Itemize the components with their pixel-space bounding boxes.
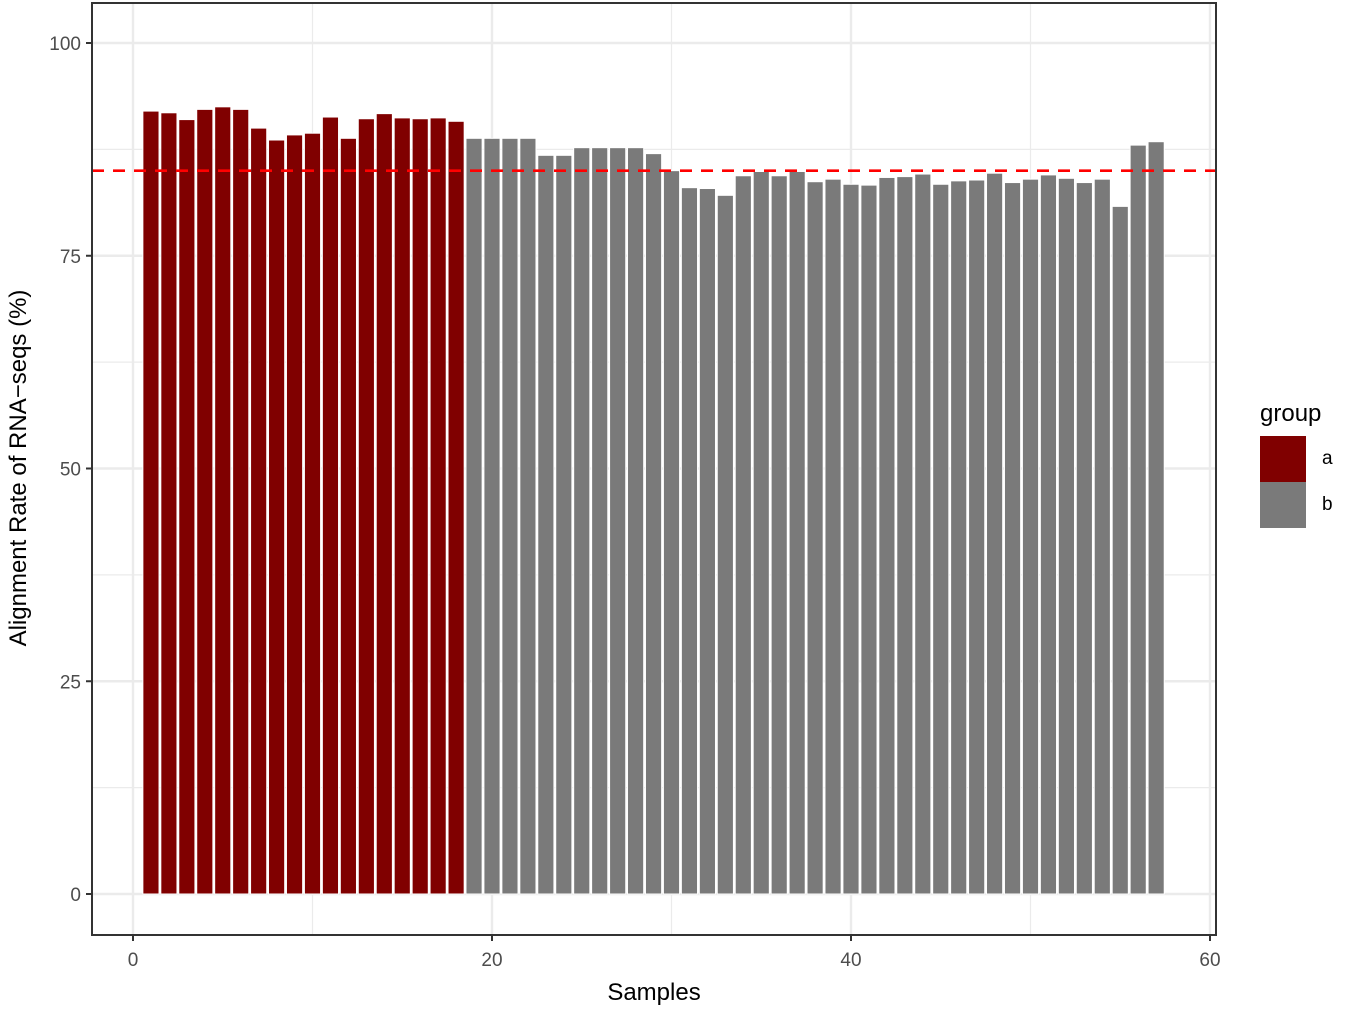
bar xyxy=(519,137,537,895)
bar xyxy=(250,127,268,895)
bar xyxy=(321,116,340,895)
bar xyxy=(1039,174,1058,895)
bar xyxy=(698,188,716,895)
svg-text:75: 75 xyxy=(60,247,81,268)
bar xyxy=(178,119,196,895)
bar xyxy=(393,117,411,895)
bar xyxy=(824,178,842,895)
legend-item-a: a xyxy=(1260,436,1333,482)
bar xyxy=(411,118,429,895)
bar xyxy=(896,176,914,895)
bar xyxy=(1075,182,1093,895)
bar xyxy=(573,147,591,895)
bar xyxy=(914,173,932,895)
x-axis-ticks: 0 20 40 60 xyxy=(128,935,1221,971)
svg-text:40: 40 xyxy=(840,950,861,971)
bar xyxy=(609,147,627,895)
bar xyxy=(627,147,645,895)
bar xyxy=(1129,144,1147,895)
legend-swatch-b xyxy=(1260,482,1306,528)
legend: group a b xyxy=(1260,400,1333,528)
legend-swatch-a xyxy=(1260,436,1306,482)
bar xyxy=(968,179,986,895)
y-axis-ticks: 0 25 50 75 100 xyxy=(49,34,92,906)
x-axis-title: Samples xyxy=(607,979,700,1006)
bar xyxy=(375,113,393,895)
bar xyxy=(806,181,824,895)
legend-item-b: b xyxy=(1260,482,1333,528)
bar xyxy=(142,110,160,895)
bar xyxy=(986,172,1004,895)
bar xyxy=(932,183,950,895)
bar xyxy=(950,180,968,895)
bar xyxy=(268,139,286,895)
svg-text:0: 0 xyxy=(128,950,139,971)
bars xyxy=(142,106,1165,895)
bar xyxy=(1021,178,1040,895)
svg-text:25: 25 xyxy=(60,672,81,693)
bar xyxy=(357,118,375,895)
bar xyxy=(303,132,322,895)
bar xyxy=(878,176,896,895)
bar xyxy=(232,108,250,895)
bar xyxy=(501,137,519,895)
bar xyxy=(483,137,501,895)
bar xyxy=(285,134,304,895)
bar xyxy=(860,184,878,895)
bar xyxy=(734,175,752,895)
bar xyxy=(662,170,681,895)
legend-label-b: b xyxy=(1322,494,1333,515)
legend-label-a: a xyxy=(1322,448,1333,469)
svg-text:50: 50 xyxy=(60,460,81,481)
bar xyxy=(842,183,860,895)
bar xyxy=(1111,205,1129,895)
bar xyxy=(160,112,178,895)
bar xyxy=(716,194,734,895)
bar xyxy=(447,120,465,895)
legend-title: group xyxy=(1260,400,1322,427)
bar xyxy=(537,154,555,895)
bar xyxy=(214,106,232,895)
bar xyxy=(1147,141,1165,895)
bar xyxy=(339,137,357,895)
y-axis-title: Alignment Rate of RNA−seqs (%) xyxy=(5,290,32,647)
bar xyxy=(555,154,573,895)
bar xyxy=(591,147,609,895)
bar xyxy=(1003,182,1022,895)
bar xyxy=(1057,177,1075,895)
bar xyxy=(644,153,663,895)
bar xyxy=(465,137,483,895)
svg-text:0: 0 xyxy=(70,885,81,906)
svg-text:60: 60 xyxy=(1199,950,1220,971)
bar xyxy=(752,171,770,895)
bar xyxy=(1093,178,1111,895)
svg-text:100: 100 xyxy=(49,34,81,55)
bar xyxy=(788,171,806,895)
bar xyxy=(429,117,447,895)
bar xyxy=(770,175,788,895)
svg-text:20: 20 xyxy=(481,950,502,971)
bar xyxy=(196,108,214,895)
bar xyxy=(680,187,699,895)
